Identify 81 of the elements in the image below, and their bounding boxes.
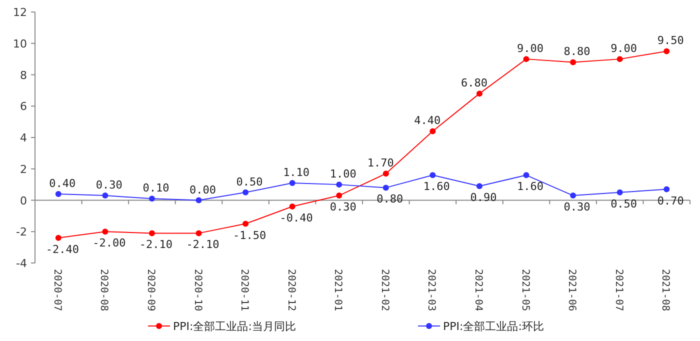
data-label: 1.60 — [517, 180, 544, 194]
point — [430, 128, 436, 134]
point — [382, 184, 389, 191]
point — [476, 90, 482, 97]
data-label: -0.40 — [280, 212, 313, 225]
point — [664, 186, 670, 192]
point — [523, 172, 530, 178]
data-label: 0.30 — [96, 178, 122, 192]
x-tick-label: 2021-06 — [566, 269, 578, 312]
data-label: 1.70 — [367, 156, 394, 170]
data-label: 8.80 — [564, 45, 590, 58]
point — [196, 230, 202, 236]
point — [336, 182, 342, 188]
point — [289, 204, 296, 210]
x-tick-label: 2020-09 — [144, 269, 156, 312]
point — [664, 48, 670, 54]
x-tick-label: 2021-04 — [472, 269, 484, 312]
data-label: 0.70 — [657, 194, 684, 208]
point — [102, 228, 108, 235]
point — [523, 56, 530, 62]
data-label: 0.30 — [330, 200, 356, 214]
y-tick-label: 10 — [13, 37, 27, 50]
point — [616, 189, 623, 196]
data-label: 6.80 — [460, 76, 488, 90]
y-tick-label: 12 — [13, 6, 27, 19]
data-label: 9.00 — [517, 42, 544, 56]
data-label: 4.40 — [414, 114, 441, 128]
data-label: 0.40 — [49, 176, 76, 190]
x-tick-label: 2020-12 — [285, 269, 296, 312]
point — [242, 189, 249, 196]
data-label: 0.80 — [376, 192, 404, 206]
y-tick-label: 8 — [20, 68, 27, 82]
x-tick-label: 2020-11 — [238, 269, 250, 312]
y-tick-label: -4 — [16, 257, 27, 270]
legend-label: PPI:全部工业品:当月同比 — [173, 320, 296, 333]
x-tick-label: 2020-08 — [98, 269, 110, 312]
legend-label: PPI:全部工业品:环比 — [443, 320, 544, 333]
point — [55, 234, 62, 241]
x-tick-label: 2020-07 — [51, 269, 62, 312]
point — [289, 180, 296, 186]
point — [242, 220, 249, 227]
data-label: 1.10 — [283, 166, 310, 179]
point — [55, 190, 62, 197]
point — [382, 170, 389, 177]
y-tick-label: 2 — [20, 162, 27, 176]
point — [476, 183, 482, 190]
data-label: 0.10 — [142, 182, 170, 195]
x-tick-label: 2021-05 — [519, 269, 530, 312]
data-label: 9.50 — [657, 34, 684, 48]
data-label: -2.40 — [46, 242, 79, 256]
point — [336, 192, 342, 199]
data-label: 0.00 — [190, 183, 216, 196]
point — [616, 56, 623, 62]
data-label: 1.60 — [423, 180, 450, 194]
data-label: -2.10 — [186, 238, 220, 252]
x-tick-label: 2021-01 — [332, 269, 344, 312]
x-tick-label: 2021-08 — [660, 269, 671, 312]
y-tick-label: 0 — [20, 194, 27, 208]
data-label: 0.90 — [470, 191, 497, 204]
data-label: 0.50 — [236, 175, 263, 188]
point — [148, 230, 155, 236]
point — [196, 197, 202, 204]
x-tick-label: 2021-02 — [378, 269, 390, 312]
data-label: 9.00 — [610, 42, 638, 56]
data-label: 0.30 — [564, 200, 590, 214]
y-tick-label: 4 — [20, 132, 27, 144]
data-label: -1.50 — [232, 228, 266, 242]
data-label: 0.50 — [610, 197, 638, 210]
y-tick-label: 6 — [20, 100, 27, 114]
point — [102, 192, 108, 199]
data-label: 1.00 — [330, 168, 356, 181]
data-label: -2.10 — [139, 238, 173, 252]
x-tick-label: 2021-03 — [426, 269, 437, 312]
x-tick-label: 2020-10 — [192, 269, 203, 312]
y-tick-label: -2 — [16, 226, 27, 239]
point — [570, 192, 576, 199]
point — [430, 172, 436, 178]
point — [570, 59, 576, 66]
data-label: -2.00 — [92, 236, 126, 250]
point — [148, 196, 155, 202]
x-tick-label: 2021-07 — [612, 269, 624, 312]
